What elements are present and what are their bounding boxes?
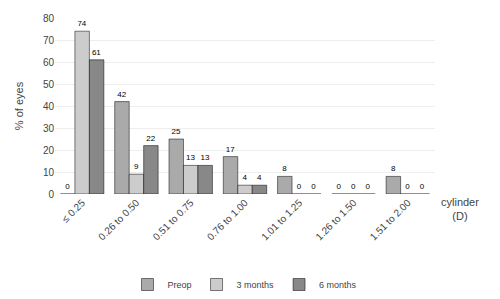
svg-text:30: 30 — [43, 123, 55, 134]
svg-text:0: 0 — [366, 182, 371, 191]
svg-text:Preop: Preop — [168, 280, 192, 290]
svg-text:0.76 to 1.00: 0.76 to 1.00 — [205, 197, 250, 242]
svg-text:42: 42 — [117, 90, 126, 99]
svg-text:61: 61 — [92, 48, 101, 57]
svg-text:20: 20 — [43, 145, 55, 156]
svg-text:74: 74 — [77, 19, 86, 28]
svg-text:8: 8 — [391, 164, 396, 173]
svg-text:8: 8 — [282, 164, 287, 173]
svg-text:0: 0 — [405, 182, 410, 191]
svg-text:0: 0 — [311, 182, 316, 191]
svg-text:40: 40 — [43, 101, 55, 112]
svg-text:1.26 to 1.50: 1.26 to 1.50 — [313, 197, 358, 242]
svg-text:13: 13 — [200, 153, 209, 162]
svg-text:6 months: 6 months — [319, 280, 357, 290]
svg-text:1.51 to 2.00: 1.51 to 2.00 — [368, 197, 413, 242]
svg-text:80: 80 — [43, 13, 55, 24]
svg-text:70: 70 — [43, 35, 55, 46]
svg-text:25: 25 — [172, 127, 181, 136]
svg-text:9: 9 — [134, 162, 139, 171]
svg-text:0.26 to 0.50: 0.26 to 0.50 — [96, 197, 141, 242]
svg-text:3 months: 3 months — [237, 280, 275, 290]
svg-text:13: 13 — [186, 153, 195, 162]
svg-text:22: 22 — [146, 134, 155, 143]
svg-text:0: 0 — [48, 189, 54, 200]
svg-text:60: 60 — [43, 57, 55, 68]
svg-text:0: 0 — [351, 182, 356, 191]
svg-text:4: 4 — [257, 173, 262, 182]
svg-text:0: 0 — [297, 182, 302, 191]
svg-text:4: 4 — [243, 173, 248, 182]
svg-text:0: 0 — [65, 182, 70, 191]
svg-text:1.01 to 1.25: 1.01 to 1.25 — [259, 197, 304, 242]
svg-text:0: 0 — [420, 182, 425, 191]
svg-text:cylinder(D): cylinder(D) — [441, 196, 479, 222]
svg-text:≤ 0.25: ≤ 0.25 — [60, 197, 88, 225]
svg-text:50: 50 — [43, 79, 55, 90]
svg-text:0.51 to 0.75: 0.51 to 0.75 — [151, 197, 196, 242]
svg-text:0: 0 — [337, 182, 342, 191]
svg-text:% of eyes: % of eyes — [13, 81, 25, 130]
svg-text:17: 17 — [226, 145, 235, 154]
svg-text:10: 10 — [43, 167, 55, 178]
